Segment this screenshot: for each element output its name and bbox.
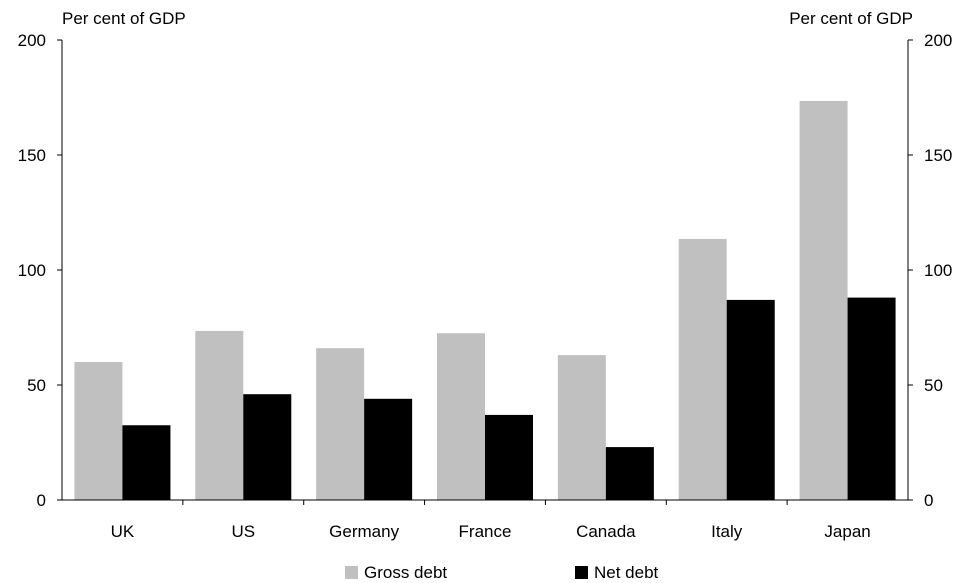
x-tick-label: Canada <box>576 522 636 541</box>
y-tick-label-right: 200 <box>924 31 952 50</box>
bar-gross-canada <box>557 355 606 500</box>
x-tick-label: UK <box>111 522 135 541</box>
bar-gross-france <box>437 333 485 500</box>
bars-group <box>74 100 896 500</box>
legend: Gross debt Net debt <box>345 563 659 582</box>
legend-swatch-net <box>575 566 588 579</box>
bar-gross-italy <box>678 238 727 500</box>
y-tick-label-left: 0 <box>37 491 46 510</box>
y-tick-label-left: 50 <box>27 376 46 395</box>
x-tick-label: France <box>459 522 512 541</box>
bar-gross-germany <box>316 348 365 500</box>
bar-net-uk <box>122 425 171 500</box>
bar-gross-uk <box>74 362 123 500</box>
bar-net-us <box>243 394 292 500</box>
right-axis-label: Per cent of GDP <box>789 9 913 28</box>
x-tick-label: Germany <box>329 522 399 541</box>
x-tick-label: Japan <box>824 522 870 541</box>
x-tick-label: US <box>231 522 255 541</box>
legend-label-gross: Gross debt <box>364 563 447 582</box>
y-tick-label-right: 50 <box>924 376 943 395</box>
legend-swatch-gross <box>345 566 358 579</box>
y-tick-label-right: 0 <box>924 491 933 510</box>
y-tick-label-left: 200 <box>18 31 46 50</box>
bar-net-france <box>485 414 533 500</box>
bar-gross-japan <box>799 100 848 500</box>
y-tick-label-left: 150 <box>18 146 46 165</box>
bar-net-germany <box>364 398 413 500</box>
y-tick-label-right: 100 <box>924 261 952 280</box>
bar-net-japan <box>847 297 896 500</box>
bar-gross-us <box>195 330 244 500</box>
left-axis-label: Per cent of GDP <box>62 9 186 28</box>
y-tick-label-right: 150 <box>924 146 952 165</box>
x-tick-label: Italy <box>711 522 743 541</box>
bar-net-canada <box>605 447 654 500</box>
y-tick-label-left: 100 <box>18 261 46 280</box>
bar-net-italy <box>726 299 775 500</box>
ticks-group: UK US Germany France Canada Italy Japan 0 0 50 50 1… <box>18 31 953 541</box>
legend-label-net: Net debt <box>594 563 659 582</box>
